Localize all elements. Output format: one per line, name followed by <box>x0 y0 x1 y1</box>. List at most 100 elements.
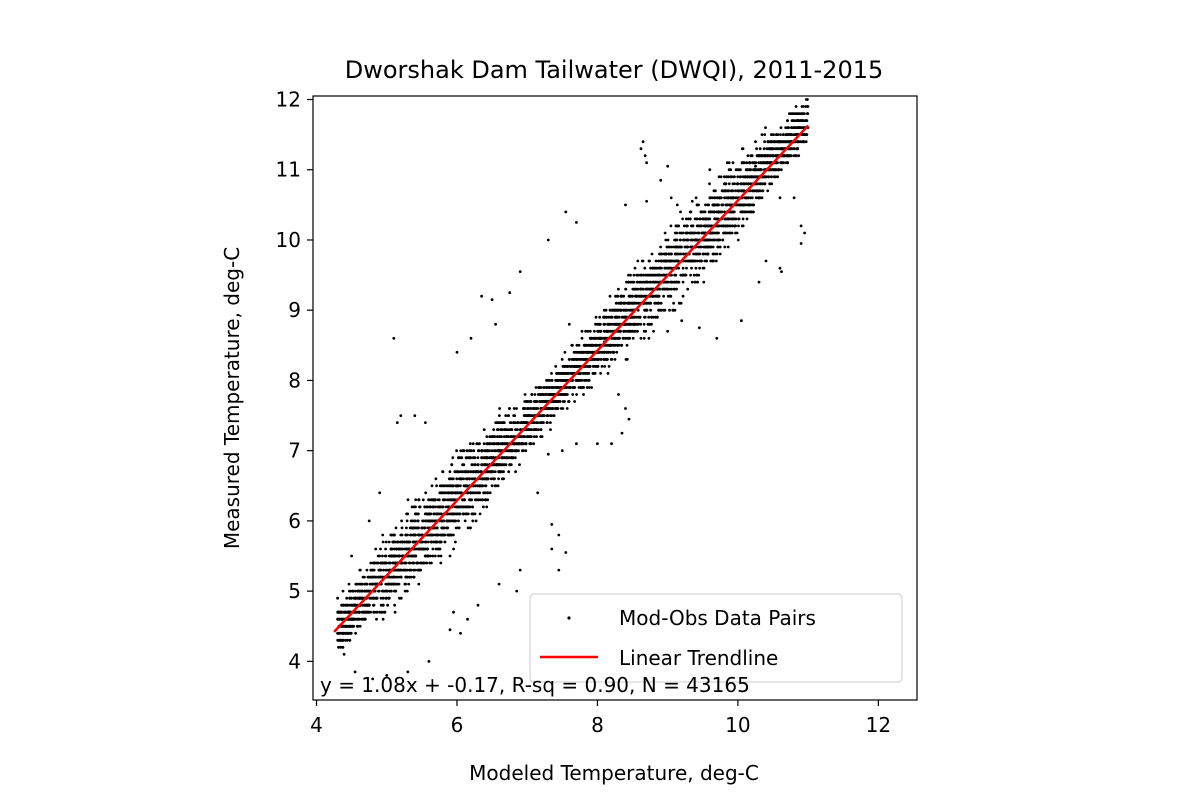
data-point <box>424 540 428 544</box>
data-point <box>707 217 711 221</box>
data-point <box>480 456 484 460</box>
data-point <box>603 365 607 368</box>
data-point <box>415 547 418 551</box>
data-point <box>536 393 540 396</box>
data-point <box>804 140 808 144</box>
data-point <box>387 540 391 544</box>
data-point <box>396 575 400 579</box>
data-point <box>435 533 439 537</box>
data-point <box>437 554 440 558</box>
data-point <box>510 428 513 431</box>
data-point <box>490 435 494 438</box>
data-point <box>792 147 796 151</box>
data-point <box>647 315 650 319</box>
data-point <box>496 449 500 453</box>
data-point <box>405 540 409 544</box>
data-point <box>669 266 673 270</box>
data-point <box>704 203 707 207</box>
data-point <box>450 463 454 467</box>
data-point <box>439 512 443 516</box>
data-point <box>585 386 589 389</box>
data-point <box>471 519 475 523</box>
data-point <box>642 336 646 340</box>
data-point <box>714 231 717 235</box>
data-point <box>776 168 780 172</box>
data-point <box>608 294 612 298</box>
data-point <box>592 358 596 361</box>
data-point <box>526 407 530 410</box>
data-point <box>384 589 388 593</box>
data-point <box>692 273 696 277</box>
data-point <box>631 280 634 284</box>
data-point <box>504 463 508 467</box>
data-point <box>418 505 422 509</box>
data-point <box>650 322 653 326</box>
data-point <box>725 175 729 179</box>
data-point <box>560 393 563 396</box>
data-point <box>695 252 698 256</box>
data-point <box>421 519 425 523</box>
data-point <box>799 224 803 228</box>
data-point <box>567 372 570 375</box>
data-point <box>646 287 650 291</box>
data-point <box>480 477 484 481</box>
data-point <box>587 350 591 354</box>
data-point <box>385 674 389 677</box>
data-point <box>505 456 508 460</box>
data-point <box>471 463 474 467</box>
data-point <box>706 224 710 228</box>
data-point <box>799 242 803 245</box>
data-point <box>716 224 719 228</box>
y-axis-ticks: 4 5 6 7 8 9 10 11 12 <box>276 88 313 673</box>
data-point <box>713 210 716 214</box>
data-point <box>439 561 443 565</box>
data-point <box>659 308 663 312</box>
data-point <box>634 301 638 305</box>
data-point <box>718 252 722 256</box>
data-point <box>476 603 480 607</box>
data-point <box>567 322 571 326</box>
data-point <box>791 119 795 122</box>
data-point <box>802 140 806 144</box>
data-point <box>686 224 689 228</box>
data-point <box>613 358 617 361</box>
data-point <box>431 519 434 523</box>
data-point <box>511 421 515 424</box>
y-tick-label: 10 <box>276 228 301 252</box>
data-point <box>511 449 514 453</box>
data-point <box>769 154 773 158</box>
data-point <box>399 568 402 572</box>
data-point <box>750 175 754 179</box>
data-point <box>739 182 743 186</box>
data-point <box>702 280 706 284</box>
data-point <box>563 393 567 396</box>
data-point <box>508 291 512 295</box>
data-point <box>455 484 459 488</box>
data-point <box>660 259 664 263</box>
data-point <box>770 147 773 151</box>
data-point <box>734 168 738 172</box>
data-point <box>668 294 672 298</box>
data-point <box>482 442 486 446</box>
data-point <box>494 484 498 488</box>
data-point <box>361 575 365 579</box>
data-point <box>466 526 470 530</box>
data-point <box>722 182 726 186</box>
data-point <box>639 322 643 326</box>
data-point <box>650 287 653 291</box>
data-point <box>461 470 464 474</box>
data-point <box>383 610 387 614</box>
data-point <box>697 245 700 249</box>
y-axis-label: Measured Temperature, deg-C <box>220 247 244 549</box>
data-point <box>764 175 768 179</box>
data-point <box>647 336 651 340</box>
data-point <box>728 231 732 235</box>
data-point <box>687 259 691 263</box>
data-point <box>472 484 476 488</box>
data-point <box>563 372 567 375</box>
data-point <box>347 582 351 586</box>
data-point <box>612 336 615 340</box>
data-point <box>423 505 427 509</box>
data-point <box>571 393 575 396</box>
data-point <box>779 147 783 151</box>
